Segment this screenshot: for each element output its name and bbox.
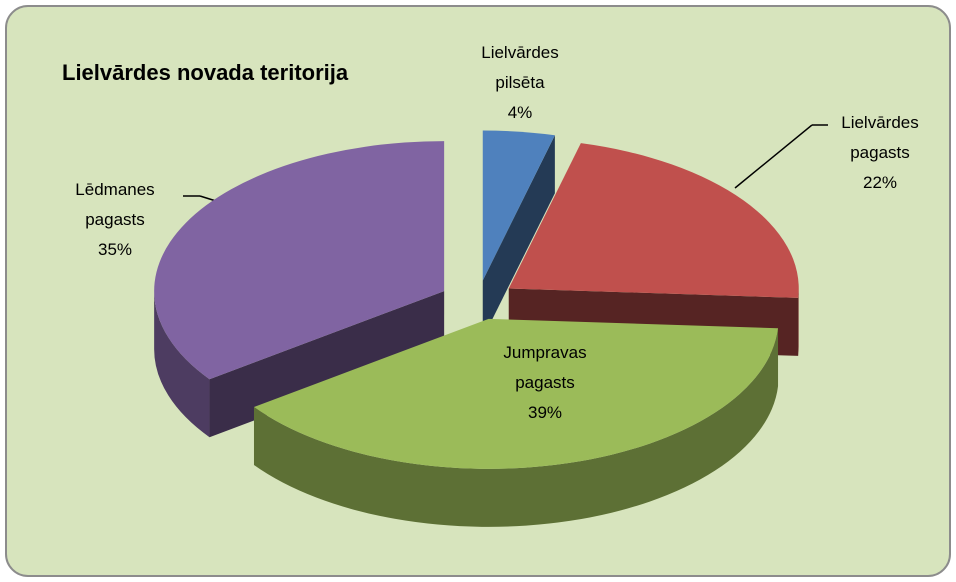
- slice: [253, 318, 779, 527]
- data-label: Lielvārdes pilsēta 4%: [455, 38, 585, 128]
- pie: [154, 130, 799, 527]
- chart-title: Lielvārdes novada teritorija: [62, 60, 349, 85]
- value-label: 39%: [527, 403, 563, 422]
- slice-top: [253, 318, 779, 469]
- category-label: Lielvārdes pagasts: [841, 113, 919, 162]
- slice-side: [209, 291, 445, 438]
- leader-line: [199, 195, 217, 202]
- slice-top: [154, 141, 445, 380]
- data-label: Lēdmanes pagasts 35%: [50, 175, 180, 265]
- slice: [482, 130, 555, 339]
- leader-line: [734, 124, 813, 189]
- value-label: 22%: [862, 173, 898, 192]
- data-label: Lielvārdes pagasts 22%: [815, 108, 945, 198]
- slice: [154, 141, 445, 438]
- category-label: Jumpravas pagasts: [503, 343, 587, 392]
- category-label: Lēdmanes pagasts: [75, 180, 155, 229]
- data-label: Jumpravas pagasts 39%: [480, 338, 610, 428]
- slice-side: [253, 328, 779, 527]
- slice-top: [482, 130, 555, 281]
- value-label: 4%: [507, 103, 533, 122]
- slice-side: [154, 291, 210, 438]
- category-label: Lielvārdes pilsēta: [481, 43, 559, 92]
- slice-top: [508, 143, 799, 298]
- value-label: 35%: [97, 240, 133, 259]
- slice-side: [798, 288, 799, 356]
- slice-side: [482, 135, 555, 339]
